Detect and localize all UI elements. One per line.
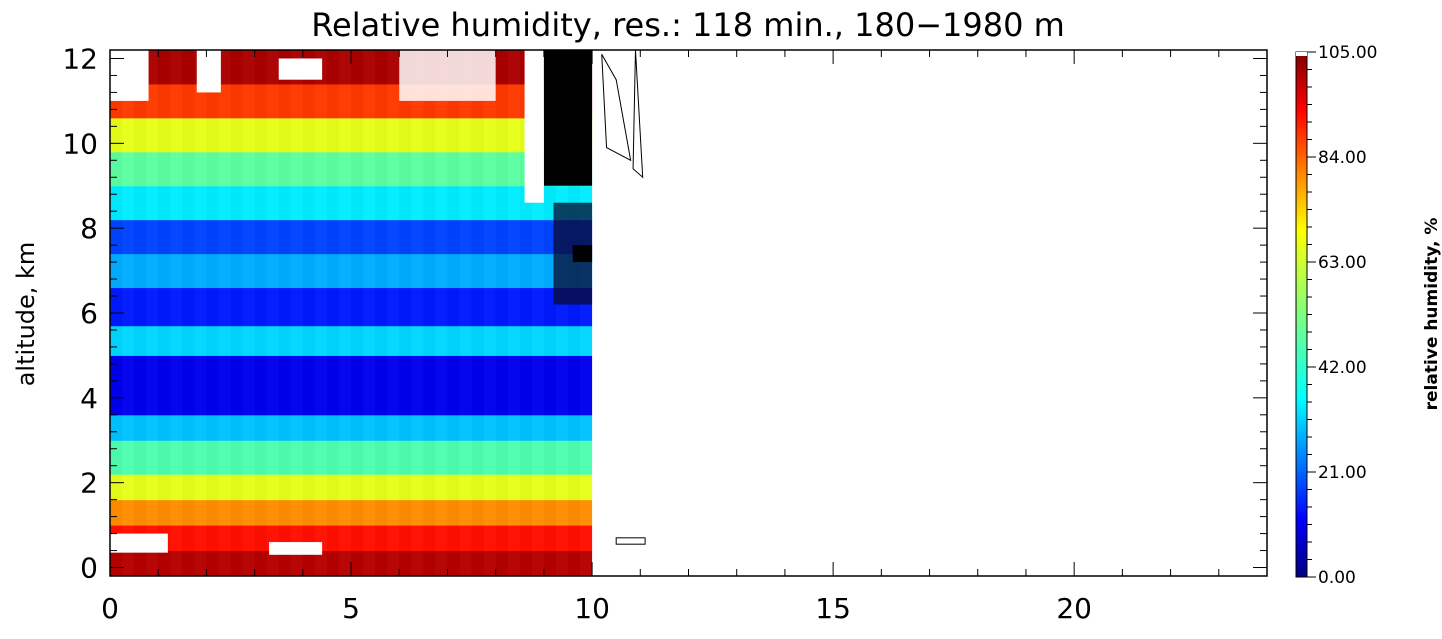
colorbar-tick-label: 105.00 bbox=[1318, 43, 1377, 63]
y-tick-label: 10 bbox=[62, 127, 98, 160]
texture-column bbox=[134, 50, 146, 576]
texture-column bbox=[170, 50, 182, 576]
y-axis: 0 2 4 6 8 10 12 bbox=[62, 42, 1267, 585]
x-tick-label: 20 bbox=[1056, 592, 1092, 625]
texture-column bbox=[182, 50, 194, 576]
texture-column bbox=[387, 50, 399, 576]
y-tick-label: 8 bbox=[80, 212, 98, 245]
x-tick-label: 5 bbox=[342, 592, 360, 625]
missing-data-region bbox=[572, 245, 593, 263]
rh-band bbox=[110, 117, 593, 153]
saturated-region bbox=[196, 50, 221, 93]
rh-band bbox=[110, 525, 593, 552]
rh-band bbox=[110, 185, 593, 221]
heatmap-area bbox=[110, 50, 593, 576]
saturated-region bbox=[278, 58, 323, 80]
rh-band bbox=[110, 287, 593, 327]
y-tick-label: 0 bbox=[80, 552, 98, 585]
x-tick-label: 0 bbox=[101, 592, 119, 625]
colorbar-ticks: 0.00 21.00 42.00 63.00 84.00 105.00 bbox=[1307, 43, 1377, 588]
cloud-contour bbox=[632, 50, 644, 179]
texture-column bbox=[206, 50, 218, 576]
texture-column bbox=[267, 50, 279, 576]
texture-column bbox=[218, 50, 230, 576]
rh-band bbox=[110, 474, 593, 501]
texture-column bbox=[255, 50, 267, 576]
rh-band bbox=[110, 151, 593, 187]
texture-column bbox=[460, 50, 472, 576]
colorbar-tick-label: 21.00 bbox=[1318, 463, 1367, 483]
texture-column bbox=[496, 50, 508, 576]
heatmap-overlay bbox=[110, 50, 646, 555]
colorbar-tick-label: 84.00 bbox=[1318, 148, 1367, 168]
y-axis-title: altitude, km bbox=[12, 242, 40, 387]
y-tick-label: 4 bbox=[80, 382, 98, 415]
colorbar-tick-label: 42.00 bbox=[1318, 358, 1367, 378]
texture-column bbox=[315, 50, 327, 576]
rh-band bbox=[110, 219, 593, 255]
texture-column bbox=[447, 50, 459, 576]
rh-band bbox=[110, 355, 593, 416]
colorbar-tick-label: 0.00 bbox=[1318, 568, 1356, 588]
texture-column bbox=[411, 50, 423, 576]
texture-column bbox=[339, 50, 351, 576]
saturated-region bbox=[399, 50, 496, 101]
texture-column bbox=[484, 50, 496, 576]
x-tick-label: 10 bbox=[574, 592, 610, 625]
rh-band bbox=[110, 440, 593, 475]
x-axis: 0 5 10 15 20 bbox=[101, 50, 1268, 625]
texture-column bbox=[435, 50, 447, 576]
colorbar-saturation-cap bbox=[1296, 52, 1307, 56]
texture-column bbox=[351, 50, 363, 576]
texture-column bbox=[303, 50, 315, 576]
texture-column bbox=[279, 50, 291, 576]
cloud-contour bbox=[615, 537, 646, 545]
y-tick-label: 6 bbox=[80, 297, 98, 330]
saturated-region bbox=[269, 542, 323, 555]
colorbar-tick-label: 63.00 bbox=[1318, 253, 1367, 273]
y-tick-label: 12 bbox=[62, 42, 98, 75]
texture-column bbox=[291, 50, 303, 576]
saturated-region bbox=[524, 50, 544, 203]
colorbar-title: relative humidity, % bbox=[1422, 218, 1442, 411]
texture-column bbox=[146, 50, 158, 576]
rh-band bbox=[110, 414, 593, 441]
texture-column bbox=[158, 50, 170, 576]
texture-column bbox=[508, 50, 520, 576]
x-tick-label: 15 bbox=[815, 592, 851, 625]
cloud-contour bbox=[601, 53, 632, 162]
colorbar bbox=[1295, 51, 1308, 578]
texture-column bbox=[194, 50, 206, 576]
texture-column bbox=[231, 50, 243, 576]
missing-data-region bbox=[543, 50, 593, 186]
y-tick-label: 2 bbox=[80, 467, 98, 500]
rh-band bbox=[110, 325, 593, 356]
texture-column bbox=[399, 50, 411, 576]
texture-column bbox=[243, 50, 255, 576]
rh-band bbox=[110, 499, 593, 526]
saturated-region bbox=[110, 533, 168, 553]
chart-title: Relative humidity, res.: 118 min., 180−1… bbox=[311, 6, 1065, 44]
rh-band bbox=[110, 253, 593, 289]
texture-column bbox=[472, 50, 484, 576]
texture-column bbox=[423, 50, 435, 576]
texture-column bbox=[363, 50, 375, 576]
texture-column bbox=[375, 50, 387, 576]
rh-band bbox=[110, 83, 593, 119]
texture-column bbox=[327, 50, 339, 576]
